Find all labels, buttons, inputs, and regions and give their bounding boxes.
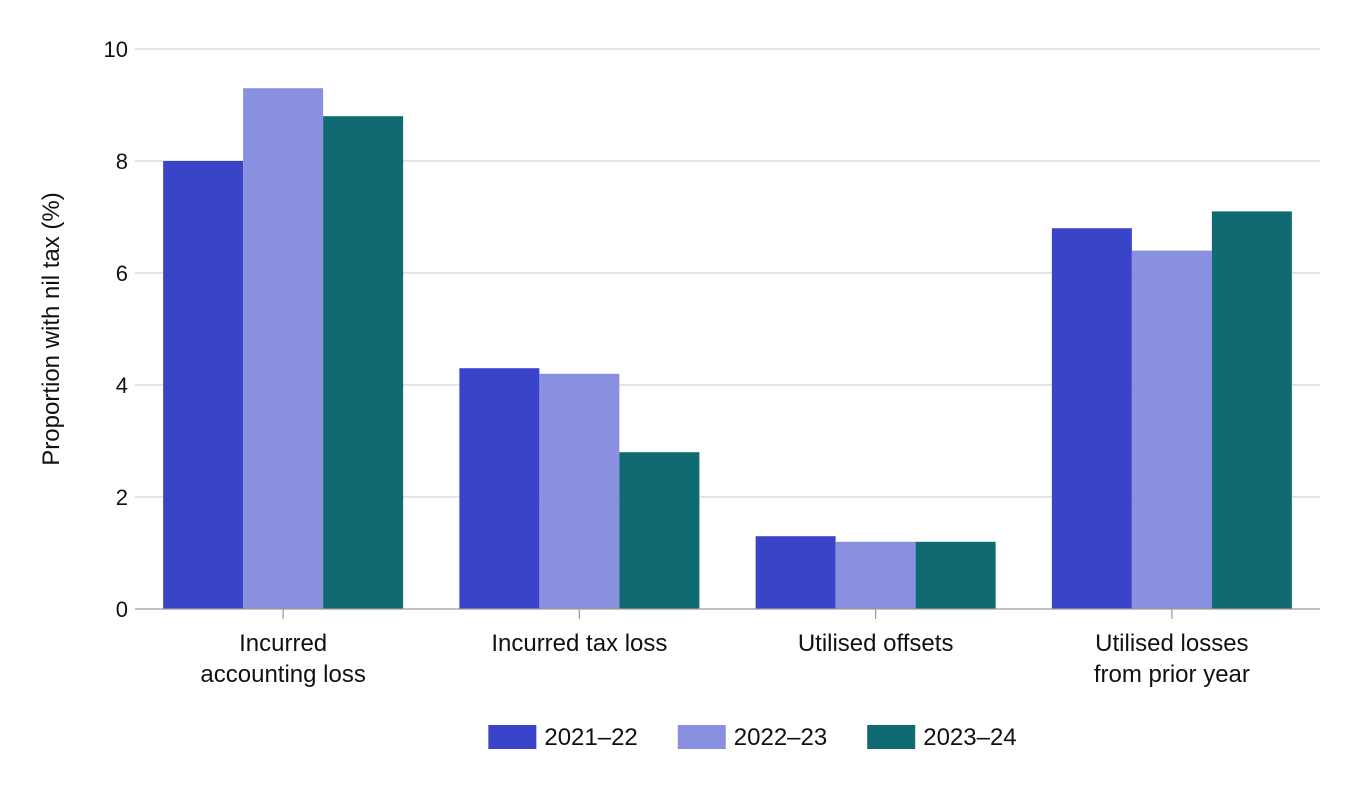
x-category-label-line: from prior year [1094,661,1250,688]
bar [619,452,700,609]
legend-swatch [488,725,537,749]
y-tick-labels: 0 2 4 6 8 10 [104,37,128,622]
x-category-label-line: Utilised offsets [798,630,954,657]
axes [135,608,1320,619]
y-axis-title: Proportion with nil tax (%) [38,192,65,465]
y-tick-label: 2 [116,485,128,510]
x-category-label: Incurred accounting loss [200,630,365,688]
y-tick-label: 4 [116,373,128,398]
x-category-label: Incurred tax loss [491,630,667,657]
x-category-label: Utilised losses from prior year [1094,630,1250,688]
x-category-labels: Incurred accounting loss Incurred tax loss… [200,630,1249,688]
bar [1131,250,1212,609]
legend-item: 2021–22 [488,724,638,751]
x-category-label-line: Utilised losses [1095,630,1248,657]
legend-swatch [677,725,726,749]
legend-label: 2021–22 [544,724,637,751]
legend-label: 2022–23 [734,724,827,751]
bar [323,116,404,609]
bar [243,88,324,609]
x-category-label-line: Incurred tax loss [491,630,667,657]
y-tick-label: 8 [116,149,128,174]
legend-item: 2022–23 [677,724,827,751]
bar [755,536,836,609]
legend-label: 2023–24 [923,724,1016,751]
bar [539,373,620,609]
bar [163,161,244,609]
y-tick-label: 6 [116,261,128,286]
legend-item: 2023–24 [867,724,1017,751]
y-tick-label: 0 [116,597,128,622]
bar [459,368,540,609]
bar [915,541,996,609]
x-category-label-line: accounting loss [200,661,365,688]
bar [1051,228,1132,609]
bars [163,88,1292,609]
x-category-label-line: Incurred [239,630,327,657]
y-tick-label: 10 [104,37,128,62]
bar [1211,211,1292,609]
x-category-label: Utilised offsets [798,630,954,657]
legend: 2021–22 2022–23 2023–24 [488,724,1017,751]
legend-swatch [867,725,916,749]
bar [835,541,916,609]
